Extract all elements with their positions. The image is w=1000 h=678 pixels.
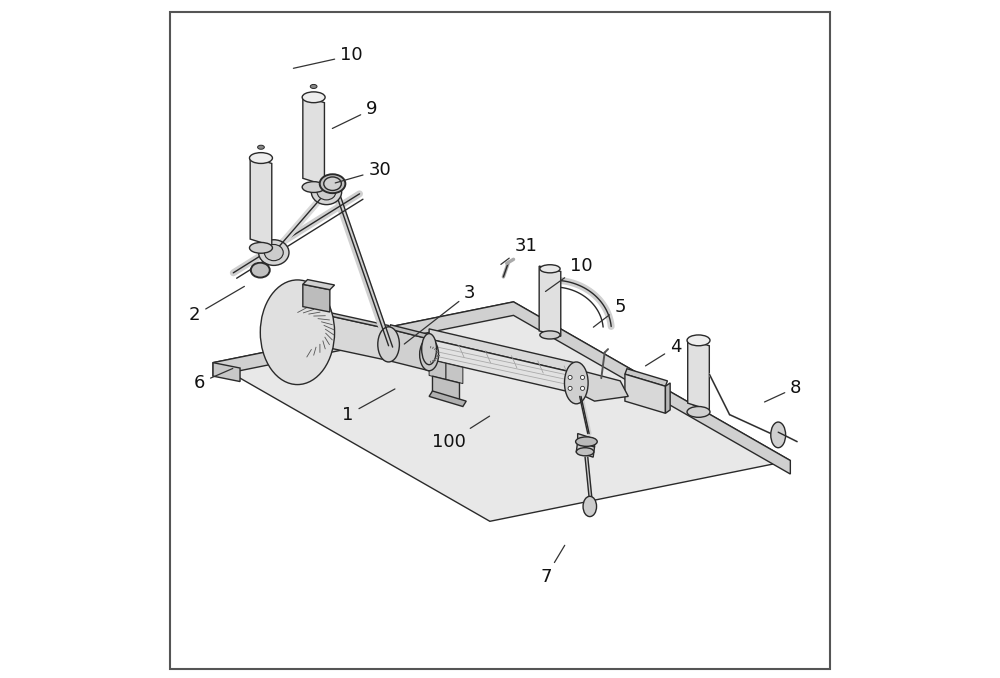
Text: 10: 10	[293, 46, 363, 68]
Polygon shape	[665, 383, 670, 414]
FancyBboxPatch shape	[170, 12, 830, 669]
Polygon shape	[213, 363, 240, 382]
Polygon shape	[432, 376, 459, 403]
Polygon shape	[688, 339, 709, 410]
Circle shape	[580, 386, 585, 391]
Ellipse shape	[264, 245, 283, 260]
Ellipse shape	[422, 334, 437, 365]
Text: 3: 3	[404, 284, 475, 344]
Polygon shape	[303, 96, 324, 185]
Polygon shape	[578, 433, 595, 447]
Text: 5: 5	[593, 298, 626, 327]
Polygon shape	[625, 374, 665, 414]
Ellipse shape	[311, 179, 342, 205]
Ellipse shape	[310, 85, 317, 89]
Polygon shape	[287, 303, 389, 329]
Polygon shape	[429, 339, 574, 393]
Ellipse shape	[420, 338, 439, 371]
Polygon shape	[287, 306, 389, 361]
Ellipse shape	[302, 92, 325, 102]
Text: 8: 8	[765, 378, 801, 402]
Ellipse shape	[687, 407, 710, 418]
Ellipse shape	[687, 335, 710, 346]
Ellipse shape	[258, 145, 264, 149]
Polygon shape	[213, 302, 790, 474]
Circle shape	[568, 386, 572, 391]
Ellipse shape	[320, 174, 345, 193]
Polygon shape	[250, 157, 272, 246]
Ellipse shape	[249, 243, 272, 254]
Circle shape	[568, 376, 572, 380]
Text: 7: 7	[540, 545, 565, 586]
Polygon shape	[446, 363, 463, 384]
Text: 100: 100	[432, 416, 490, 451]
Text: 4: 4	[646, 338, 681, 366]
Text: 30: 30	[335, 161, 391, 183]
Polygon shape	[576, 441, 595, 457]
Ellipse shape	[259, 240, 289, 265]
Text: 6: 6	[194, 368, 233, 392]
Polygon shape	[429, 329, 574, 373]
Circle shape	[580, 376, 585, 380]
Ellipse shape	[540, 264, 560, 273]
Ellipse shape	[576, 437, 597, 446]
Polygon shape	[576, 370, 628, 401]
Ellipse shape	[249, 153, 272, 163]
Polygon shape	[303, 279, 335, 290]
Ellipse shape	[317, 184, 336, 200]
Polygon shape	[213, 302, 790, 521]
Polygon shape	[389, 329, 429, 371]
Polygon shape	[539, 266, 561, 336]
Ellipse shape	[540, 331, 560, 339]
Ellipse shape	[324, 177, 341, 191]
Polygon shape	[429, 391, 466, 407]
Ellipse shape	[251, 262, 270, 277]
Ellipse shape	[583, 496, 597, 517]
Ellipse shape	[260, 280, 335, 384]
Text: 9: 9	[332, 100, 377, 128]
Ellipse shape	[576, 447, 594, 456]
Ellipse shape	[568, 367, 581, 397]
Polygon shape	[625, 369, 667, 386]
Polygon shape	[303, 284, 330, 312]
Text: 31: 31	[501, 237, 537, 264]
Text: 2: 2	[189, 286, 244, 324]
Ellipse shape	[771, 422, 786, 447]
Ellipse shape	[564, 362, 588, 404]
Ellipse shape	[378, 327, 399, 362]
Ellipse shape	[302, 182, 325, 193]
Text: 10: 10	[545, 257, 592, 292]
Text: 1: 1	[342, 389, 395, 424]
Polygon shape	[389, 325, 431, 339]
Polygon shape	[429, 359, 446, 380]
